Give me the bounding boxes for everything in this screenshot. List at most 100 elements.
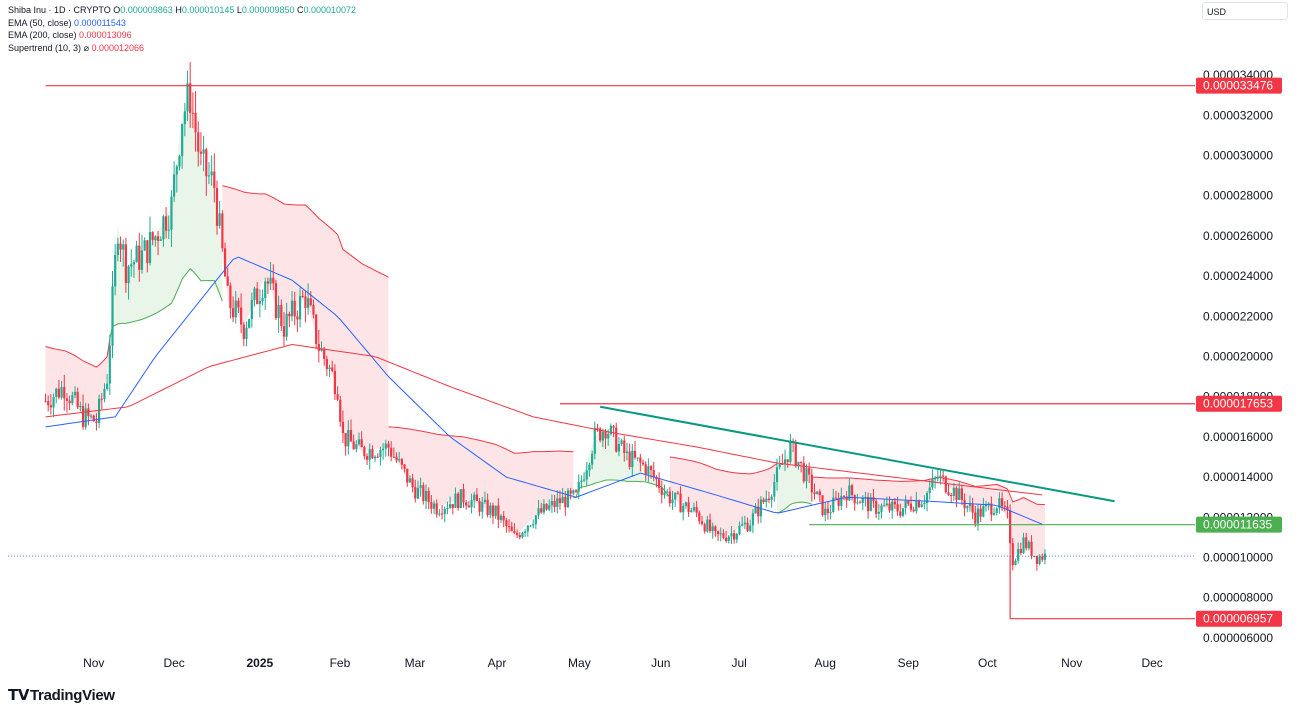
candle-body <box>976 508 980 524</box>
candle-body <box>730 533 733 537</box>
candle <box>205 147 208 196</box>
ema200-legend[interactable]: EMA (200, close) 0.000013096 <box>8 30 132 40</box>
candle-body <box>679 493 682 513</box>
price-label-bg <box>1196 395 1282 412</box>
candle-body <box>658 479 661 488</box>
candle <box>68 395 71 411</box>
price-label-text: 0.000011635 <box>1203 518 1273 532</box>
candle-body <box>197 132 200 152</box>
candle <box>631 444 634 477</box>
candle-body <box>116 243 119 256</box>
candle-body <box>574 490 578 492</box>
candle-body <box>207 175 211 177</box>
candle-body <box>47 401 50 406</box>
candle-body <box>607 433 610 439</box>
candle <box>942 470 945 482</box>
candle <box>671 490 674 510</box>
candle-body <box>515 532 519 536</box>
candle-body <box>582 479 586 481</box>
candle-body <box>708 519 712 531</box>
candle-body <box>483 499 487 503</box>
candle-body <box>282 326 286 337</box>
candle <box>462 483 465 508</box>
candle-body <box>119 243 122 250</box>
candle-body <box>210 171 213 176</box>
candle-body <box>620 440 623 445</box>
candle <box>730 526 733 544</box>
candle <box>526 524 529 537</box>
candle <box>47 395 50 412</box>
candle <box>92 414 95 422</box>
candle-body <box>189 83 192 113</box>
candle <box>735 532 738 544</box>
candle <box>518 532 521 540</box>
candle <box>130 249 133 277</box>
candle-body <box>181 124 184 157</box>
y-tick-label: 0.000010000 <box>1203 551 1273 565</box>
candle-body <box>885 503 888 506</box>
candle <box>936 468 939 482</box>
candle-body <box>1009 510 1012 544</box>
candle <box>660 480 663 504</box>
tradingview-icon: 𝗧𝗩 <box>8 687 30 704</box>
candle-body <box>221 213 224 249</box>
candle-body <box>237 300 240 308</box>
currency-selector[interactable]: USD <box>1202 2 1288 20</box>
candle-body <box>783 459 787 465</box>
candle-body <box>864 496 867 498</box>
ema50-legend[interactable]: EMA (50, close) 0.000011543 <box>8 17 126 28</box>
candle <box>422 482 425 505</box>
candle <box>593 421 596 460</box>
candle-body <box>130 264 133 267</box>
price-label-badge: 0.000011635 <box>1196 516 1282 533</box>
candle-body <box>727 536 730 542</box>
candle-body <box>558 498 562 504</box>
candle-body <box>202 149 205 154</box>
candle-body <box>955 487 958 501</box>
candle-body <box>194 112 197 133</box>
candle-body <box>518 535 521 538</box>
candle-body <box>253 288 256 300</box>
candle <box>824 502 827 522</box>
supertrend-legend[interactable]: Supertrend (10, 3) ⌀ 0.000012066 <box>8 42 145 53</box>
candle-body <box>363 447 366 457</box>
candle <box>666 489 669 497</box>
candle-body <box>1027 541 1030 549</box>
candle <box>87 403 90 426</box>
candle <box>266 277 270 295</box>
candle <box>309 291 312 307</box>
y-tick-label: 0.000030000 <box>1203 149 1273 163</box>
candle <box>320 341 323 352</box>
candle <box>502 511 505 528</box>
candle-body <box>612 425 615 428</box>
candle-body <box>781 463 784 465</box>
candle <box>885 496 888 507</box>
candle <box>821 495 824 517</box>
candle-body <box>542 503 545 513</box>
candle-body <box>663 492 666 495</box>
candle-body <box>213 171 216 188</box>
x-tick-label: Oct <box>978 656 997 670</box>
candle <box>966 505 969 513</box>
candle <box>467 501 470 508</box>
candle <box>95 413 98 431</box>
candle-body <box>979 508 982 517</box>
candle <box>390 441 393 462</box>
candle-body <box>623 440 626 454</box>
candle <box>515 529 519 539</box>
candle <box>191 92 194 129</box>
candle <box>140 234 144 274</box>
candle <box>877 504 880 520</box>
candle <box>449 496 452 509</box>
candle-body <box>87 408 90 417</box>
candle <box>746 517 749 532</box>
candle-body <box>601 431 604 441</box>
hidden-eye-icon[interactable]: ⌀ <box>83 42 89 53</box>
candle <box>636 457 639 462</box>
candle-body <box>577 482 580 492</box>
price-label-badge: 0.000033476 <box>1196 77 1282 94</box>
candle <box>684 501 688 509</box>
candle-body <box>789 441 792 462</box>
candle <box>122 239 125 267</box>
